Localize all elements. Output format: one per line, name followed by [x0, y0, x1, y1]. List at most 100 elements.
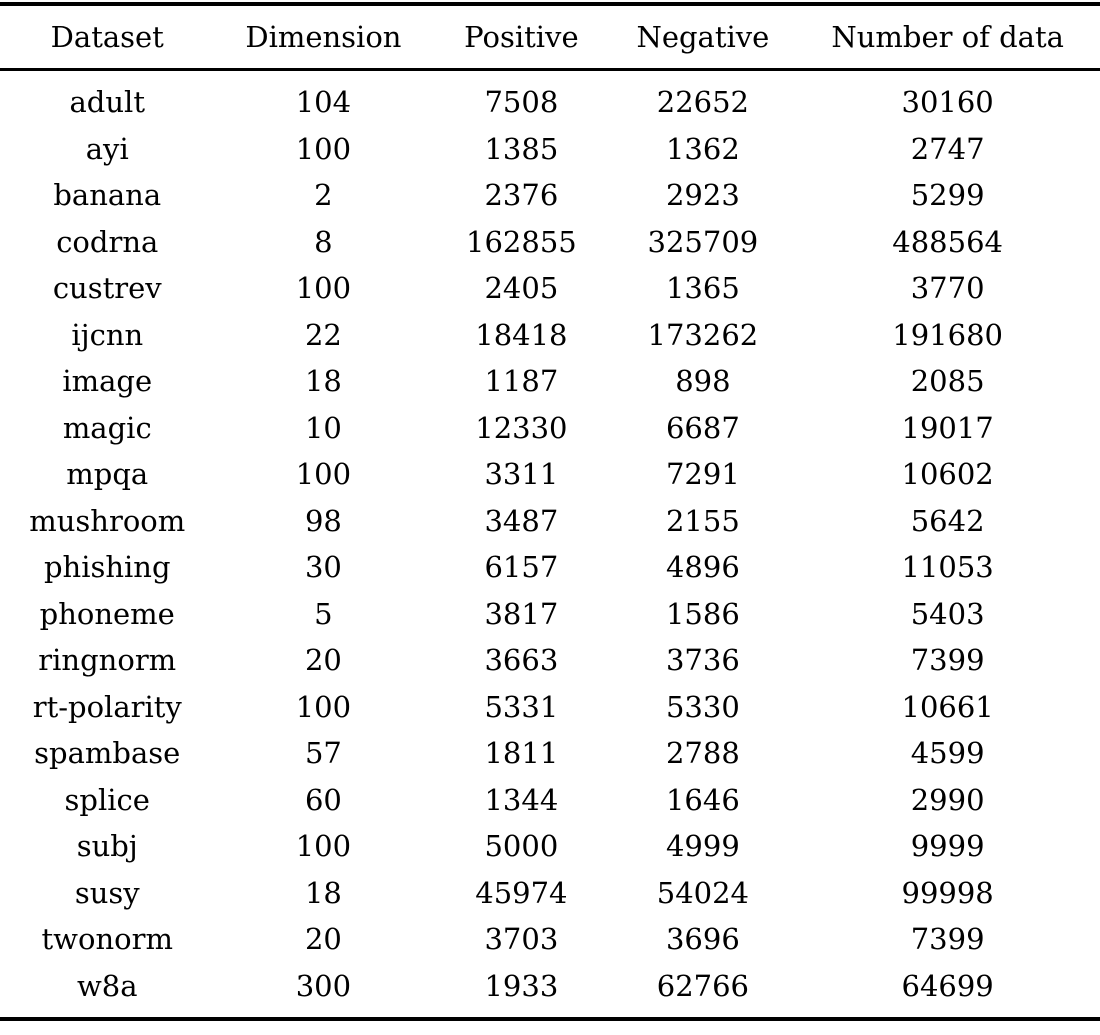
table-cell: 5403 — [910, 596, 985, 631]
table-cell: susy — [74, 875, 140, 910]
table-cell: 4999 — [665, 829, 740, 864]
table-cell: 3487 — [484, 503, 559, 538]
table-body: adult 104 7508 22652 30160 ayi 100 1385 1362 2747… — [0, 70, 1100, 1020]
table-cell: 1646 — [665, 782, 740, 817]
table-row: codrna 8 162855 325709 488564 — [0, 219, 1100, 266]
table-cell: 3663 — [484, 643, 559, 678]
table-cell: subj — [76, 829, 138, 864]
table-cell: 54024 — [656, 875, 750, 910]
table-cell: banana — [53, 178, 162, 213]
table-cell: 60 — [304, 782, 342, 817]
table-cell: 18 — [304, 875, 342, 910]
table-cell: 2 — [314, 178, 333, 213]
table-cell: 191680 — [892, 317, 1003, 352]
table-cell: 5330 — [665, 689, 740, 724]
column-header-positive: Positive — [432, 4, 611, 71]
table-cell: phoneme — [39, 596, 175, 631]
column-header-number-of-data: Number of data — [795, 4, 1100, 71]
table-row: banana 2 2376 2923 5299 — [0, 172, 1100, 219]
table-cell: adult — [69, 85, 145, 120]
table-row: magic 10 12330 6687 19017 — [0, 405, 1100, 452]
column-header-dataset: Dataset — [0, 4, 215, 71]
table-header: Dataset Dimension Positive Negative Numb… — [0, 4, 1100, 71]
table-row: spambase 57 1811 2788 4599 — [0, 730, 1100, 777]
table-cell: ayi — [85, 131, 129, 166]
header-row: Dataset Dimension Positive Negative Numb… — [0, 4, 1100, 71]
table-cell: 7399 — [910, 643, 985, 678]
table-cell: rt-polarity — [32, 689, 182, 724]
table-cell: 5642 — [910, 503, 985, 538]
table-cell: 488564 — [892, 224, 1003, 259]
table-cell: 6157 — [484, 550, 559, 585]
table-cell: 1385 — [484, 131, 559, 166]
table-row: rt-polarity 100 5331 5330 10661 — [0, 684, 1100, 731]
table-row: mushroom 98 3487 2155 5642 — [0, 498, 1100, 545]
table-cell: 98 — [304, 503, 342, 538]
table-row: custrev 100 2405 1365 3770 — [0, 265, 1100, 312]
column-header-dimension: Dimension — [214, 4, 433, 71]
table-cell: 100 — [295, 689, 352, 724]
table-cell: 3696 — [665, 922, 740, 957]
table-cell: 5 — [314, 596, 333, 631]
table-cell: 104 — [295, 85, 352, 120]
table-cell: twonorm — [41, 922, 173, 957]
table-cell: 1344 — [484, 782, 559, 817]
table-cell: 30160 — [901, 85, 994, 120]
table-cell: ijcnn — [71, 317, 144, 352]
table-cell: 100 — [295, 271, 352, 306]
table-cell: 30 — [304, 550, 342, 585]
table-cell: 10 — [304, 410, 342, 445]
table-cell: 100 — [295, 829, 352, 864]
table-cell: 1586 — [665, 596, 740, 631]
table-cell: splice — [64, 782, 150, 817]
table-cell: 100 — [295, 131, 352, 166]
table-row: subj 100 5000 4999 9999 — [0, 823, 1100, 870]
table-cell: 1811 — [484, 736, 559, 771]
table-cell: phishing — [43, 550, 171, 585]
table-cell: 325709 — [647, 224, 759, 259]
table-cell: 18 — [304, 364, 342, 399]
table-cell: 8 — [314, 224, 333, 259]
table-cell: 1933 — [484, 968, 559, 1003]
table-cell: 300 — [295, 968, 352, 1003]
table-cell: 173262 — [647, 317, 759, 352]
table-cell: 162855 — [466, 224, 577, 259]
table-cell: 3770 — [910, 271, 985, 306]
table-cell: 2923 — [665, 178, 740, 213]
table-cell: 22652 — [656, 85, 750, 120]
table-cell: 9999 — [910, 829, 985, 864]
table-cell: codrna — [56, 224, 159, 259]
table-cell: 3311 — [484, 457, 559, 492]
table-row: mpqa 100 3311 7291 10602 — [0, 451, 1100, 498]
table-cell: 2990 — [910, 782, 985, 817]
table-row: ayi 100 1385 1362 2747 — [0, 126, 1100, 173]
table-cell: 898 — [675, 364, 731, 399]
table-cell: 1187 — [484, 364, 559, 399]
table-cell: 20 — [304, 922, 342, 957]
table-cell: 7291 — [665, 457, 740, 492]
table-cell: 19017 — [901, 410, 994, 445]
table-cell: 4896 — [665, 550, 740, 585]
table-cell: spambase — [34, 736, 181, 771]
table-cell: 22 — [304, 317, 342, 352]
table-row: ringnorm 20 3663 3736 7399 — [0, 637, 1100, 684]
table-row: splice 60 1344 1646 2990 — [0, 777, 1100, 824]
table-row: ijcnn 22 18418 173262 191680 — [0, 312, 1100, 359]
table-cell: mushroom — [29, 503, 186, 538]
table-cell: magic — [62, 410, 152, 445]
table-cell: 10602 — [901, 457, 994, 492]
table-cell: 64699 — [901, 968, 994, 1003]
table-cell: 2085 — [910, 364, 985, 399]
table-cell: image — [62, 364, 153, 399]
table-cell: mpqa — [66, 457, 149, 492]
table-cell: 2155 — [665, 503, 740, 538]
table-cell: 100 — [295, 457, 352, 492]
table-cell: 12330 — [475, 410, 568, 445]
table-row: image 18 1187 898 2085 — [0, 358, 1100, 405]
table-cell: 4599 — [910, 736, 985, 771]
table-cell: 3817 — [484, 596, 559, 631]
table-cell: 5299 — [910, 178, 985, 213]
column-header-negative: Negative — [610, 4, 796, 71]
table-cell: 99998 — [901, 875, 994, 910]
table-cell: 20 — [304, 643, 342, 678]
